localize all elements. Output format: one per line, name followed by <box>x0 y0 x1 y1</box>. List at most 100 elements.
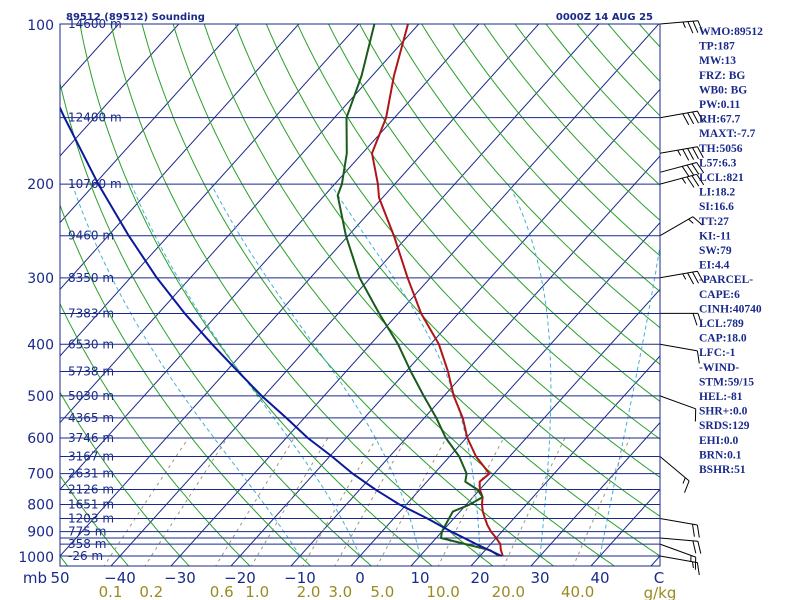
sounding-index: HEL:-81 <box>699 391 743 403</box>
mixing-ratio-tick-label: 3.0 <box>328 583 352 600</box>
moist-adiabat-line <box>210 183 421 557</box>
moist-adiabat-line <box>71 183 301 557</box>
isotherm-line <box>60 24 240 224</box>
sounding-index: LCL:789 <box>699 318 744 330</box>
mixing-ratio-tick-label: 0.6 <box>210 583 234 600</box>
sounding-index: LCL:821 <box>699 172 744 184</box>
isotherm-line <box>0 12 69 567</box>
sounding-index: -PARCEL- <box>699 274 753 286</box>
wind-barb <box>659 518 700 538</box>
pressure-unit-label: mb <box>23 569 47 587</box>
moist-adiabat-line <box>130 183 361 557</box>
profile-series <box>60 24 504 557</box>
sounding-index: TH:5056 <box>699 143 743 155</box>
mixing-ratio-tick-label: 20.0 <box>492 583 525 600</box>
pressure-tick-label: 200 <box>27 177 54 193</box>
chart-title: 89512 (89512) Sounding <box>66 12 205 23</box>
temperature-tick-label: 50 <box>50 569 69 587</box>
mixing-ratio-line <box>376 437 447 566</box>
sounding-index: EHI:0.0 <box>699 435 739 447</box>
sounding-index: TP:187 <box>699 41 735 53</box>
dry-adiabat-line <box>359 24 660 365</box>
sounding-index: EI:4.4 <box>699 260 730 272</box>
sounding-index: SHR+:0.0 <box>699 406 748 418</box>
height-label: 2126 m <box>68 483 114 497</box>
temperature-profile-line <box>371 24 504 557</box>
wind-barb <box>659 555 700 576</box>
isotherm-line <box>170 24 660 566</box>
moist-adiabat-line <box>330 183 481 556</box>
temperature-tick-label: −10 <box>284 569 316 587</box>
pressure-tick-label: 900 <box>27 525 54 541</box>
isotherm-line <box>60 24 180 157</box>
height-label: 3746 m <box>68 431 114 445</box>
temperature-tick-label: −30 <box>164 569 196 587</box>
height-label: -26 m <box>68 549 103 563</box>
mixing-ratio-line <box>215 437 295 566</box>
sounding-index: SI:16.6 <box>699 201 734 213</box>
wind-barb <box>659 20 704 34</box>
dry-adiabat-line <box>483 24 660 221</box>
isotherm-line <box>110 24 600 566</box>
temperature-tick-label: 0 <box>355 569 365 587</box>
valid-time: 0000Z 14 AUG 25 <box>556 12 653 23</box>
height-label: 6530 m <box>68 337 114 351</box>
wind-barbs <box>659 20 705 576</box>
sounding-index: SW:79 <box>699 245 732 257</box>
sounding-index: BRN:0.1 <box>699 449 742 461</box>
sounding-index: CINH:40740 <box>699 303 762 315</box>
sounding-index: MW:13 <box>699 55 736 67</box>
height-label: 358 m <box>68 537 106 551</box>
mixing-ratio-line <box>437 437 505 566</box>
dry-adiabat-line <box>782 12 800 567</box>
height-label: 1203 m <box>68 511 114 525</box>
isotherm-line <box>590 488 660 566</box>
temperature-unit-label: C <box>654 569 664 587</box>
wind-barb <box>659 543 697 570</box>
height-label: 4365 m <box>68 411 114 425</box>
wind-barb <box>659 537 702 554</box>
wind-barb <box>660 312 703 326</box>
height-label: 14600 m <box>68 17 122 31</box>
isotherm-line <box>350 221 660 566</box>
sounding-index: MAXT:-7.7 <box>699 128 756 140</box>
dry-adiabat-line <box>327 24 660 403</box>
height-label: 7383 m <box>68 306 114 320</box>
height-label: 5030 m <box>68 389 114 403</box>
sounding-index: WB0: BG <box>699 84 747 96</box>
plot-frame <box>59 23 661 567</box>
dry-adiabat-line <box>390 24 660 329</box>
dry-adiabat-line <box>234 24 660 517</box>
temperature-tick-label: 20 <box>470 569 489 587</box>
height-label: 5738 m <box>68 365 114 379</box>
isotherm-line <box>60 24 540 557</box>
mixing-ratio-tick-label: 1.0 <box>245 583 269 600</box>
pressure-tick-label: 500 <box>27 389 54 405</box>
sounding-index: CAP:18.0 <box>699 333 747 345</box>
pressure-tick-label: 800 <box>27 497 54 513</box>
sounding-indices-panel: WMO:89512 TP:187 MW:13 FRZ: BG WB0: BG PW:0.1… <box>699 26 763 476</box>
sounding-index: WMO:89512 <box>699 26 763 38</box>
height-label: 3167 m <box>68 449 114 463</box>
dry-adiabat-line <box>514 24 660 186</box>
mixing-ratio-unit-label: g/kg <box>644 584 677 600</box>
wind-barb <box>659 173 705 188</box>
mixing-ratio-tick-label: 2.0 <box>297 583 321 600</box>
temperature-tick-label: 40 <box>590 569 609 587</box>
pressure-tick-label: 100 <box>27 18 54 34</box>
isotherm-line <box>60 24 480 491</box>
height-labels: 14600 m 12400 m 10760 m 9460 m 8350 m 7383 m 6… <box>68 17 122 563</box>
isotherm-line <box>60 24 300 291</box>
mixing-ratio-tick-label: 0.2 <box>139 583 163 600</box>
sounding-index: PW:0.11 <box>699 99 740 111</box>
wind-barb <box>659 146 704 161</box>
parcel-profile-line <box>60 105 503 557</box>
mixing-ratio-line <box>250 437 329 566</box>
dry-adiabat-line <box>203 24 660 557</box>
mixing-ratio-tick-label: 5.0 <box>370 583 394 600</box>
temperature-tick-label: −40 <box>104 569 136 587</box>
mixing-ratio-line <box>503 437 566 566</box>
dry-adiabat-line <box>421 24 660 293</box>
temperature-labels: 50 −40 −30 −20 −10 0 10 20 30 40 <box>50 569 609 587</box>
wind-barb <box>659 395 697 422</box>
